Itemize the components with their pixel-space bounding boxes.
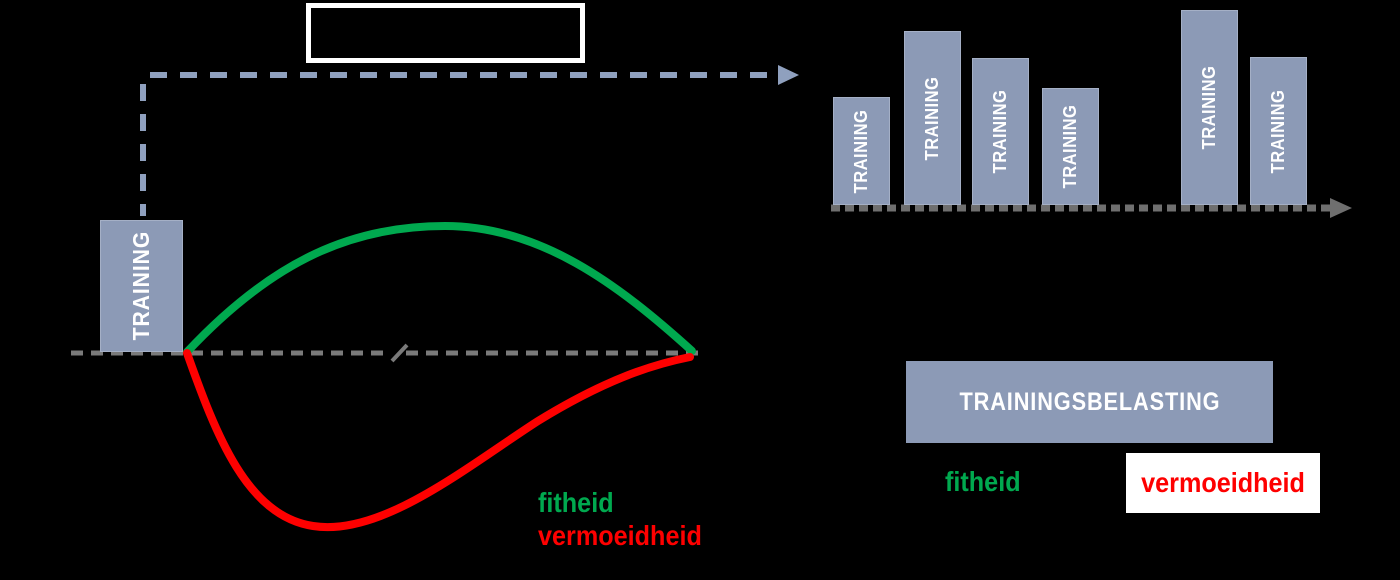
- training-load-label: TRAININGSBELASTING: [959, 387, 1220, 416]
- training-bar-label: TRAINING: [990, 89, 1010, 174]
- left-legend: fitheid vermoeidheid: [538, 486, 720, 552]
- fitness-curve: [183, 221, 696, 356]
- fatigue-curve: [183, 349, 694, 532]
- connector-arrowhead-icon: [778, 65, 799, 85]
- fatigue-legend-box: vermoeidheid: [1126, 453, 1320, 513]
- training-bar-label: TRAINING: [922, 76, 942, 160]
- fatigue-legend-label-right: vermoeidheid: [1141, 467, 1305, 498]
- training-bar-label: TRAINING: [851, 109, 871, 193]
- training-load-box: TRAININGSBELASTING: [906, 361, 1273, 443]
- training-bar-single: TRAINING: [100, 220, 183, 352]
- time-axis-arrowhead-icon: [1330, 198, 1352, 218]
- training-bar-6: TRAINING: [1250, 57, 1307, 205]
- training-bar-label: TRAINING: [1199, 65, 1219, 150]
- axis-break-icon: [390, 343, 409, 363]
- fitness-legend-label: fitheid: [538, 487, 614, 518]
- fitness-legend-label-right: fitheid: [945, 466, 1021, 497]
- training-bar-label: TRAINING: [1060, 104, 1080, 189]
- training-bar-4: TRAINING: [1042, 88, 1099, 205]
- training-bar-2: TRAINING: [904, 31, 961, 205]
- training-bar-label: TRAINING: [1268, 89, 1288, 173]
- training-bar-1: TRAINING: [833, 97, 890, 205]
- training-bar-5: TRAINING: [1181, 10, 1238, 205]
- training-bar-3: TRAINING: [972, 58, 1029, 205]
- training-bar-label: TRAINING: [128, 231, 154, 341]
- callout-box: [306, 3, 585, 63]
- fatigue-legend-label: vermoeidheid: [538, 520, 702, 551]
